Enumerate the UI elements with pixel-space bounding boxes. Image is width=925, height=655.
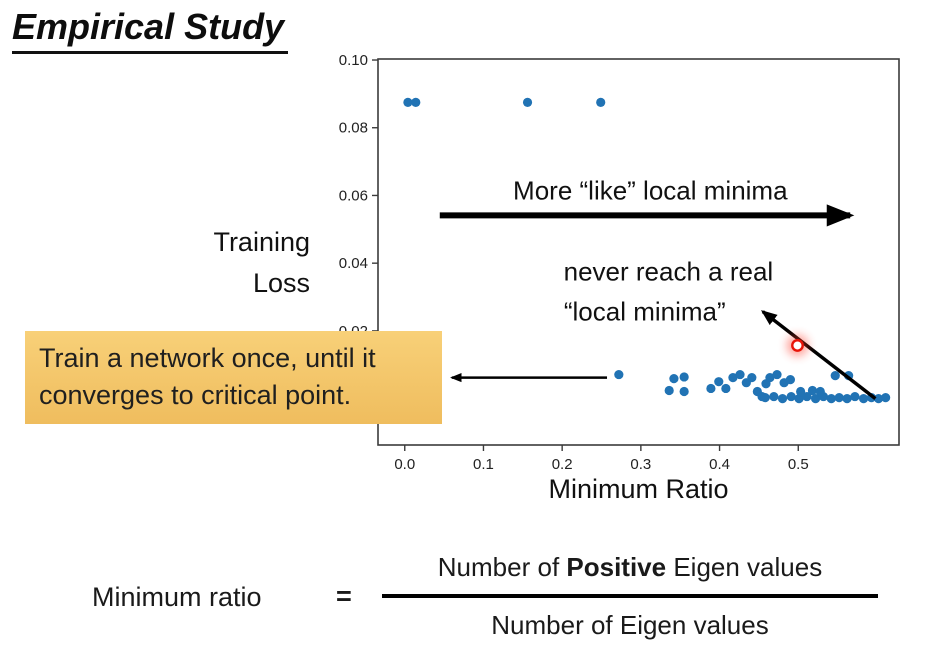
formula-fraction: Number of Positive Eigen values Number o… bbox=[382, 550, 878, 640]
formula-equals-sign: = bbox=[336, 581, 352, 611]
data-point bbox=[881, 392, 891, 403]
data-point bbox=[411, 97, 421, 107]
data-point bbox=[777, 394, 788, 404]
data-point bbox=[772, 369, 782, 380]
y-axis-label: Training Loss bbox=[213, 227, 310, 298]
page-title: Empirical Study bbox=[12, 6, 289, 54]
svg-text:0.2: 0.2 bbox=[552, 456, 573, 473]
data-point bbox=[765, 373, 775, 383]
scatter-points bbox=[403, 97, 891, 404]
data-point bbox=[706, 383, 716, 394]
data-point bbox=[747, 373, 757, 383]
data-point bbox=[815, 386, 825, 397]
data-point bbox=[760, 392, 770, 403]
data-point bbox=[850, 391, 860, 402]
fraction-bar bbox=[382, 594, 878, 598]
x-axis-ticks: 0.0 0.1 0.2 0.3 0.4 0.5 bbox=[394, 445, 809, 473]
formula: Minimum ratio = Number of Positive Eigen… bbox=[0, 548, 925, 653]
data-point bbox=[807, 385, 818, 396]
data-point bbox=[826, 394, 836, 404]
data-point bbox=[769, 391, 779, 402]
svg-text:0.5: 0.5 bbox=[788, 456, 809, 473]
svg-text:0.0: 0.0 bbox=[394, 456, 415, 473]
data-point bbox=[786, 391, 796, 402]
annotation-text: More “like” local minima bbox=[513, 175, 788, 205]
formula-lhs: Minimum ratio bbox=[92, 582, 262, 612]
data-point bbox=[596, 97, 606, 107]
data-point bbox=[842, 394, 852, 404]
x-axis-label: Minimum Ratio bbox=[548, 474, 729, 504]
numerator-bold-word: Positive bbox=[566, 552, 667, 582]
formula-numerator: Number of Positive Eigen values bbox=[382, 550, 878, 594]
highlight-marker bbox=[786, 334, 809, 357]
data-point bbox=[834, 392, 844, 403]
data-point bbox=[735, 369, 745, 380]
data-point bbox=[614, 369, 624, 380]
data-point bbox=[728, 373, 738, 383]
svg-text:0.04: 0.04 bbox=[339, 255, 368, 272]
data-point bbox=[810, 394, 821, 404]
svg-text:0.1: 0.1 bbox=[473, 456, 494, 473]
numerator-suffix: Eigen values bbox=[666, 552, 823, 582]
data-point bbox=[714, 377, 724, 387]
callout-box: Train a network once, until it converges… bbox=[25, 331, 442, 424]
svg-text:0.3: 0.3 bbox=[630, 456, 651, 473]
data-point bbox=[873, 394, 884, 404]
data-point bbox=[802, 391, 812, 402]
highlight-ring-icon bbox=[791, 339, 804, 352]
annotation-text: never reach a real bbox=[564, 257, 774, 287]
data-point bbox=[721, 383, 731, 394]
formula-denominator: Number of Eigen values bbox=[491, 610, 769, 640]
svg-text:0.06: 0.06 bbox=[339, 187, 368, 204]
annotation-arrows bbox=[439, 204, 877, 400]
annotation-arrow bbox=[760, 310, 877, 400]
svg-text:0.10: 0.10 bbox=[339, 52, 368, 69]
data-point bbox=[830, 370, 840, 381]
data-point bbox=[794, 394, 804, 404]
annotation-text: “local minima” bbox=[564, 297, 726, 327]
y-axis-ticks: 0.020.040.060.080.10 bbox=[339, 52, 378, 340]
data-point bbox=[669, 374, 679, 384]
annotation-texts: More “like” local minima never reach a re… bbox=[513, 175, 788, 326]
data-point bbox=[679, 372, 689, 382]
data-point bbox=[858, 394, 869, 404]
data-point bbox=[522, 97, 533, 107]
svg-text:0.4: 0.4 bbox=[709, 456, 730, 473]
data-point bbox=[664, 385, 674, 396]
data-point bbox=[796, 386, 806, 397]
data-point bbox=[403, 97, 413, 107]
svg-text:0.08: 0.08 bbox=[339, 120, 368, 137]
data-point bbox=[785, 375, 795, 385]
plot-frame bbox=[377, 58, 900, 446]
numerator-prefix: Number of bbox=[437, 552, 567, 582]
data-point bbox=[679, 386, 689, 397]
